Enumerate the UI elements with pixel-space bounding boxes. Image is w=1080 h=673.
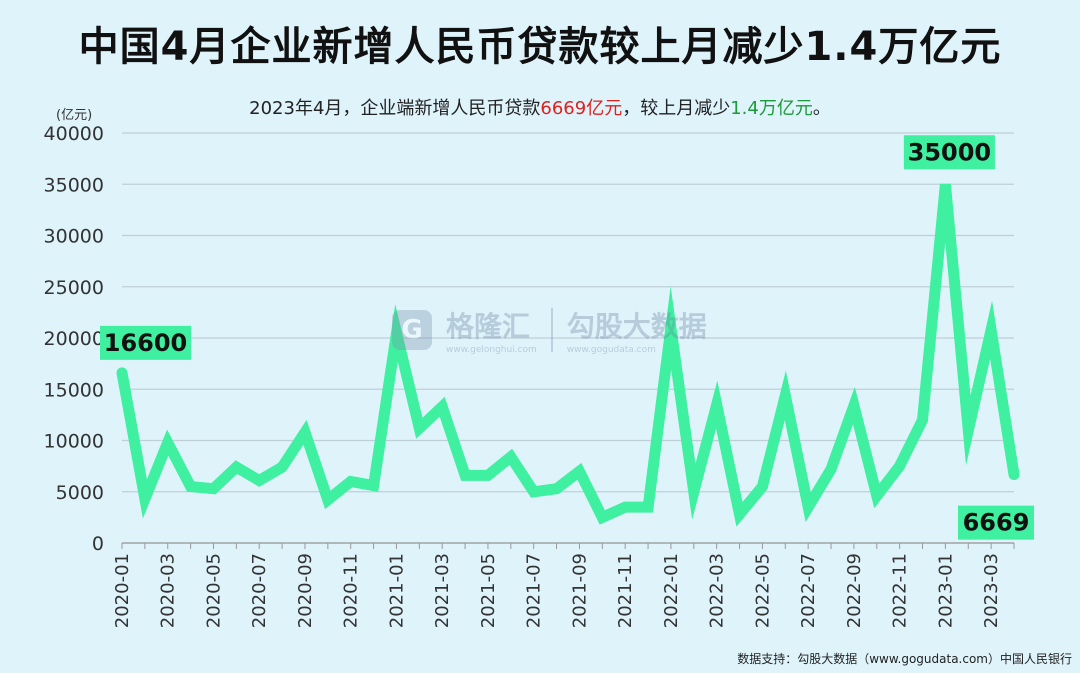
x-tick-label: 2023-01: [935, 553, 956, 628]
chart-title: 中国4月企业新增人民币贷款较上月减少1.4万亿元: [78, 24, 1002, 70]
y-tick-label: 40000: [44, 123, 104, 145]
y-tick-label: 35000: [44, 174, 104, 196]
subtitle-highlight-red: 6669亿元: [540, 98, 623, 119]
annotation-label: 6669: [963, 509, 1030, 537]
chart-subtitle: 2023年4月，企业端新增人民币贷款6669亿元，较上月减少1.4万亿元。: [0, 94, 1080, 120]
x-tick-label: 2020-05: [203, 553, 224, 628]
watermark-divider: [550, 308, 553, 352]
x-tick-label: 2022-07: [798, 553, 819, 628]
x-tick-label: 2023-03: [981, 553, 1002, 628]
x-tick-label: 2022-11: [890, 553, 911, 628]
x-tick-label: 2021-05: [478, 553, 499, 628]
watermark-name-1: 格隆汇: [446, 310, 531, 343]
series-line: [116, 183, 1020, 527]
subtitle-suffix: 。: [812, 98, 831, 119]
subtitle-prefix: 2023年4月，企业端新增人民币贷款: [249, 98, 541, 119]
x-tick-label: 2022-03: [707, 553, 728, 628]
x-tick-label: 2020-09: [295, 553, 316, 628]
data-source: 数据支持：勾股大数据（www.gogudata.com）中国人民银行: [737, 652, 1072, 666]
y-tick-label: 0: [92, 533, 104, 555]
x-tick-label: 2020-03: [158, 553, 179, 628]
x-tick-label: 2022-05: [752, 553, 773, 628]
x-tick-label: 2021-09: [569, 553, 590, 628]
x-tick-label: 2021-03: [432, 553, 453, 628]
x-tick-label: 2020-07: [249, 553, 270, 628]
x-tick-label: 2021-07: [524, 553, 545, 628]
x-tick-label: 2020-11: [341, 553, 362, 628]
watermark-url-1: www.gelonghui.com: [446, 345, 537, 355]
annotation-label: 16600: [104, 329, 188, 357]
x-tick-label: 2020-01: [112, 553, 133, 628]
watermark-name-2: 勾股大数据: [566, 310, 707, 343]
y-tick-label: 10000: [44, 431, 104, 453]
y-tick-label: 15000: [44, 379, 104, 401]
annotation-label-bg: [903, 135, 995, 170]
y-tick-label: 25000: [44, 277, 104, 299]
annotation-label: 35000: [908, 138, 992, 166]
x-tick-label: 2021-11: [615, 553, 636, 628]
y-tick-label: 30000: [44, 226, 104, 248]
x-tick-label: 2021-01: [386, 553, 407, 628]
annotation-label-bg: [958, 505, 1034, 540]
watermark-logo-icon: G: [392, 310, 432, 350]
annotation-label-bg: [100, 325, 191, 360]
watermark: G 格隆汇 www.gelonghui.com 勾股大数据 www.goguda…: [392, 305, 707, 355]
subtitle-highlight-green: 1.4万亿元: [730, 98, 813, 119]
y-axis-unit: (亿元): [56, 108, 93, 123]
x-tick-label: 2022-09: [844, 553, 865, 628]
x-tick-label: 2022-01: [661, 553, 682, 628]
subtitle-middle: ，较上月减少: [622, 98, 731, 119]
y-tick-label: 20000: [44, 328, 104, 350]
y-tick-label: 5000: [56, 482, 104, 504]
watermark-url-2: www.gogudata.com: [566, 345, 656, 355]
